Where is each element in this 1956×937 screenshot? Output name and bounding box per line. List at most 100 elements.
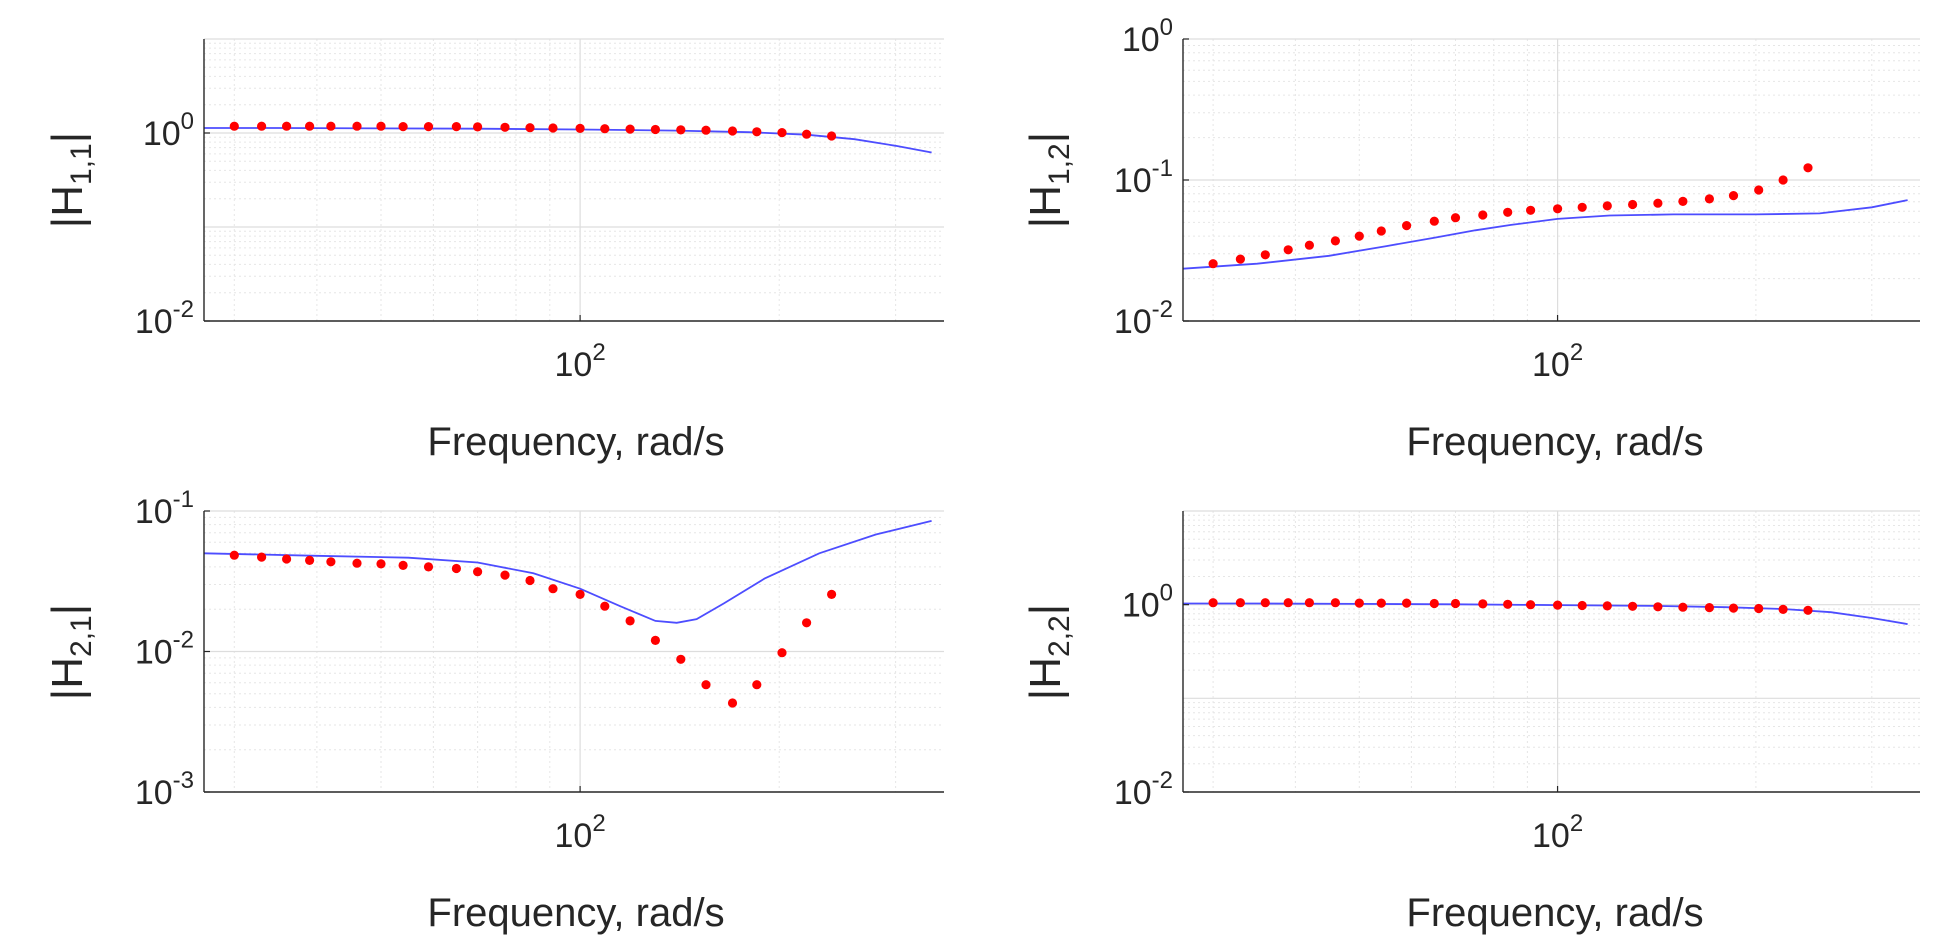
data-point-H11 [257, 121, 267, 131]
data-point-H22 [1429, 598, 1439, 609]
data-point-H22 [1283, 598, 1293, 608]
x-axis-label-h11: Frequency, rad/s [427, 420, 724, 464]
data-point-H22 [1208, 598, 1218, 608]
data-point-H11 [423, 122, 434, 132]
data-point-H22 [1478, 599, 1488, 609]
data-point-H21 [525, 575, 535, 586]
data-point-H22 [1678, 602, 1688, 612]
y-tick-label: 100 [1122, 14, 1173, 59]
data-point-H21 [376, 559, 386, 569]
data-point-H11 [500, 122, 510, 132]
data-point-H11 [575, 123, 585, 133]
data-point-H12 [1208, 259, 1218, 269]
data-point-H21 [802, 618, 812, 628]
data-point-H11 [398, 122, 408, 132]
subplot-h22: 102 10-2 100 Frequency, rad/s |H2,2| [1021, 510, 1920, 935]
model-line-H21 [203, 520, 932, 624]
data-point-H11 [777, 128, 787, 138]
x-axis-label-h12: Frequency, rad/s [1406, 420, 1703, 464]
y-tick-label: 10-2 [1114, 767, 1173, 812]
data-point-H11 [376, 121, 386, 131]
data-point-H12 [1304, 240, 1314, 250]
data-point-H22 [1553, 600, 1563, 610]
data-point-H21 [752, 680, 762, 690]
data-point-H21 [777, 648, 787, 658]
model-line-H12 [1182, 199, 1908, 270]
data-point-H22 [1503, 599, 1513, 609]
data-point-H21 [625, 616, 635, 626]
x-tick-label: 102 [555, 339, 606, 384]
data-point-H11 [701, 125, 711, 135]
data-point-H22 [1628, 601, 1638, 611]
data-point-H12 [1602, 201, 1612, 211]
data-point-H11 [473, 122, 483, 132]
data-point-H11 [548, 123, 558, 133]
data-point-H11 [752, 127, 762, 137]
data-point-H12 [1803, 163, 1813, 173]
data-point-H11 [525, 123, 535, 133]
axes-h12 [1182, 38, 1920, 322]
data-point-H11 [625, 124, 635, 134]
data-point-H22 [1526, 600, 1536, 610]
data-point-H12 [1653, 198, 1663, 208]
data-point-H22 [1704, 603, 1714, 613]
axes-h11 [203, 39, 944, 322]
data-point-H22 [1602, 601, 1612, 611]
data-point-H11 [451, 122, 461, 132]
y-tick-label: 10-1 [135, 486, 194, 531]
tick-labels-h21: 102 10-3 10-2 10-1 [135, 486, 606, 855]
data-point-H12 [1235, 254, 1245, 264]
y-tick-label: 10-2 [1114, 296, 1173, 341]
y-axis-label-h21: |H2,1| [43, 604, 98, 700]
data-point-H22 [1330, 598, 1340, 608]
data-point-H12 [1478, 210, 1488, 220]
y-tick-label: 10-3 [135, 767, 194, 812]
data-point-H12 [1429, 216, 1439, 226]
data-point-H21 [727, 698, 738, 708]
data-point-H12 [1728, 191, 1739, 201]
data-point-H12 [1778, 175, 1788, 185]
data-point-H11 [827, 131, 837, 141]
data-point-H11 [600, 124, 610, 134]
data-point-H21 [398, 560, 408, 571]
data-point-H22 [1304, 598, 1314, 608]
x-tick-label: 102 [1532, 810, 1583, 855]
data-point-H11 [650, 124, 661, 135]
y-tick-label: 100 [143, 108, 194, 153]
x-tick-label: 102 [1532, 339, 1583, 384]
data-point-H12 [1754, 185, 1764, 195]
data-point-H11 [229, 121, 239, 131]
data-point-H22 [1354, 598, 1364, 608]
data-point-H21 [600, 601, 610, 611]
data-point-H11 [727, 126, 738, 136]
data-point-H11 [352, 121, 362, 131]
data-point-H12 [1354, 231, 1364, 241]
grid-h12 [1183, 38, 1920, 321]
subplot-h11: 102 10-2 100 Frequency, rad/s |H1,1| [43, 38, 944, 464]
data-point-H12 [1330, 236, 1340, 246]
data-point-H22 [1402, 598, 1412, 608]
data-point-H21 [257, 552, 267, 562]
data-point-H12 [1526, 205, 1536, 215]
data-point-H12 [1553, 204, 1563, 214]
data-point-H21 [827, 589, 837, 600]
data-point-H21 [423, 562, 434, 572]
data-point-H11 [676, 125, 686, 135]
y-tick-label: 10-2 [135, 627, 194, 672]
data-point-H21 [305, 555, 315, 566]
data-point-H22 [1450, 598, 1461, 609]
data-point-H21 [575, 589, 585, 600]
marks-h12 [1182, 163, 1908, 270]
data-point-H22 [1260, 598, 1270, 608]
data-point-H22 [1754, 603, 1764, 614]
data-point-H12 [1704, 194, 1714, 204]
data-point-H12 [1577, 202, 1587, 212]
data-point-H11 [802, 129, 812, 139]
data-point-H22 [1577, 600, 1587, 611]
data-point-H12 [1450, 213, 1461, 223]
grid-h11 [204, 38, 944, 321]
tick-labels-h12: 102 10-2 10-1 100 [1114, 14, 1583, 384]
tick-labels-h11: 102 10-2 100 [135, 108, 606, 384]
data-point-H22 [1235, 598, 1245, 608]
